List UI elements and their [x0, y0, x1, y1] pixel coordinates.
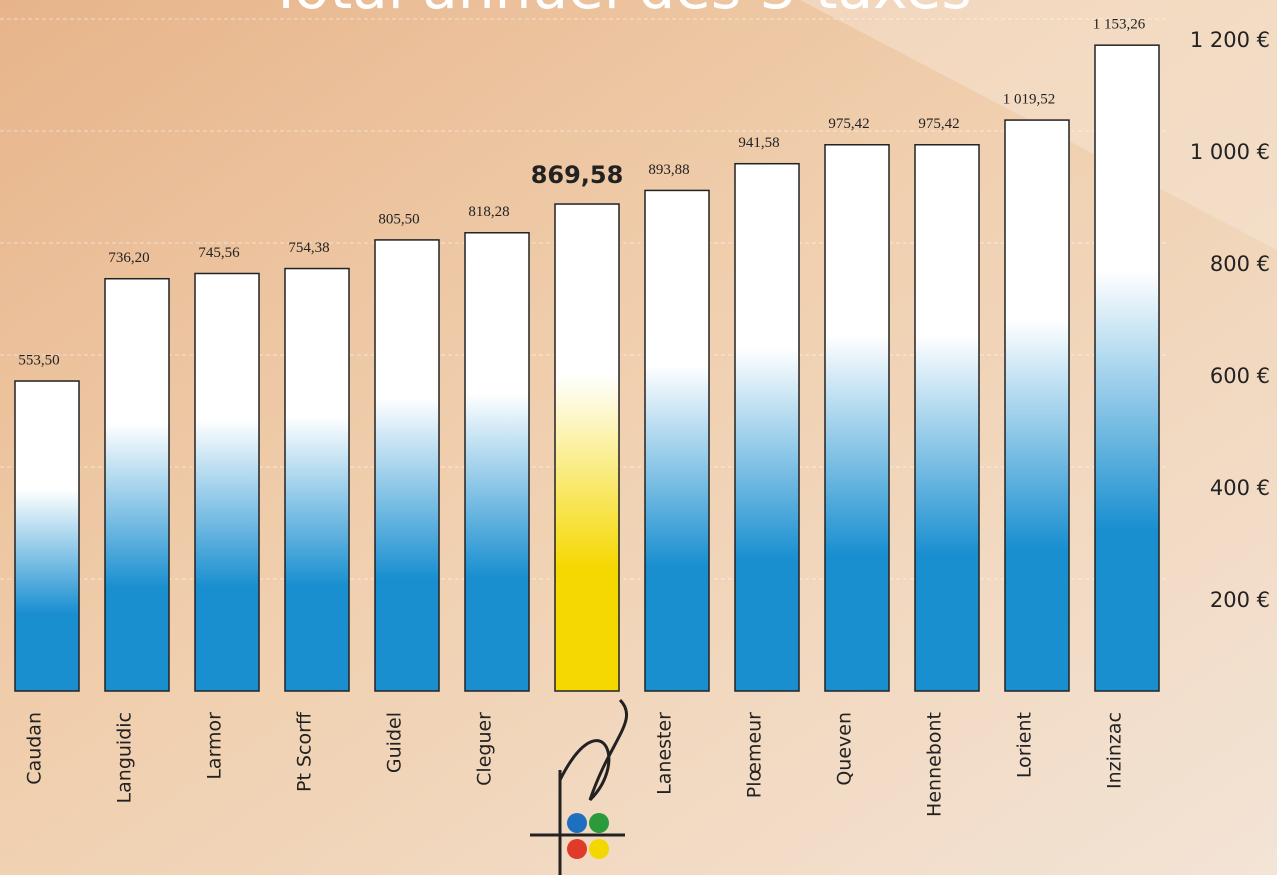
bar: [284, 267, 350, 692]
value-label: 805,50: [378, 211, 419, 227]
value-label: 736,20: [108, 250, 149, 266]
bar: [734, 162, 800, 692]
x-tick-label: Larmor: [204, 712, 226, 780]
value-label: 1 019,52: [1003, 92, 1056, 108]
value-label: 818,28: [468, 204, 509, 220]
bar: [1094, 44, 1160, 692]
x-tick-label: Lorient: [1014, 712, 1036, 778]
bar: [14, 380, 80, 692]
bar: [1004, 119, 1070, 692]
chart-title: Total annuel des 3 taxes: [267, 0, 971, 22]
value-label: 745,56: [198, 245, 240, 261]
value-label: 975,42: [918, 116, 959, 132]
x-tick-label: Cleguer: [474, 712, 496, 786]
y-tick-label: 600 €: [1210, 364, 1270, 388]
value-label: 893,88: [648, 162, 689, 178]
x-tick-label: Queven: [834, 712, 856, 786]
y-tick-label: 400 €: [1210, 476, 1270, 500]
bar: [464, 232, 530, 692]
y-tick-label: 200 €: [1210, 588, 1270, 612]
x-tick-label: Languidic: [114, 712, 136, 803]
bar: [644, 189, 710, 692]
value-label: 553,50: [18, 352, 59, 368]
y-tick-label: 1 200 €: [1190, 28, 1270, 52]
value-label: 754,38: [288, 240, 329, 256]
bar: [554, 203, 620, 692]
background-shade: [420, 0, 1277, 250]
value-label: 975,42: [828, 116, 869, 132]
y-tick-label: 800 €: [1210, 252, 1270, 276]
value-label: 1 153,26: [1093, 17, 1146, 33]
bar: [824, 144, 890, 692]
x-tick-label: Inzinzac: [1104, 712, 1126, 789]
bar: [374, 239, 440, 692]
logo: [530, 698, 629, 875]
x-tick-label: Hennebont: [924, 712, 946, 817]
x-tick-label: Caudan: [24, 712, 46, 785]
bar: [914, 144, 980, 692]
x-tick-label: Pt Scorff: [294, 711, 316, 792]
y-tick-label: 1 000 €: [1190, 140, 1270, 164]
x-tick-label: Guidel: [384, 712, 406, 773]
x-tick-label: Lanester: [654, 712, 676, 795]
bar: [104, 277, 170, 692]
x-tick-label: Plœmeur: [744, 712, 766, 798]
value-label: 941,58: [738, 135, 779, 151]
value-label: 869,58: [531, 161, 624, 189]
bar: [194, 272, 260, 692]
